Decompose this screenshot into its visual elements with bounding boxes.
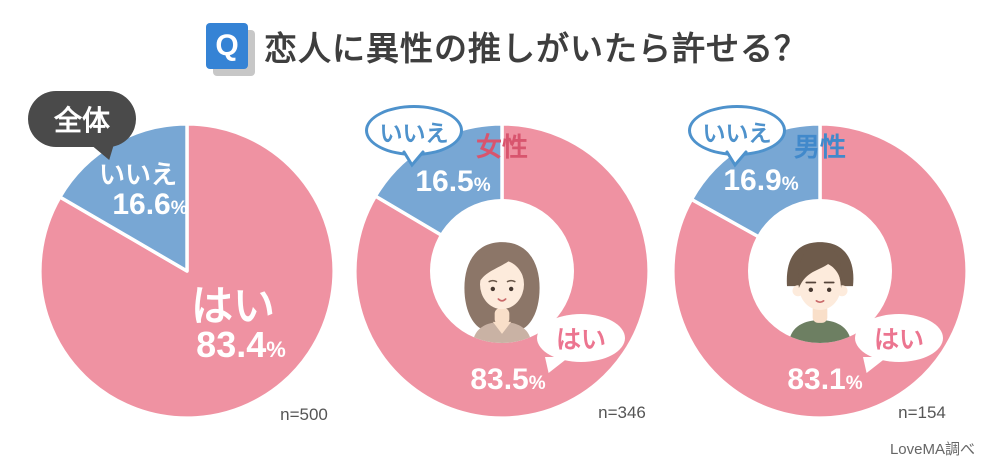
sample-size-label: n=346 bbox=[598, 403, 646, 422]
header: Q 恋人に異性の推しがいたら許せる？ bbox=[206, 22, 808, 70]
bubble-tail bbox=[402, 150, 425, 168]
sample-size-label: n=500 bbox=[280, 405, 328, 424]
yes-bubble: はい bbox=[537, 314, 625, 373]
no-bubble-label: いいえ bbox=[379, 119, 449, 146]
donut-hole bbox=[430, 199, 574, 343]
center-label-female: 女性 bbox=[475, 132, 528, 162]
slice-percent-no: 16.9% bbox=[723, 164, 799, 197]
page-title: 恋人に異性の推しがいたら許せる？ bbox=[264, 30, 808, 67]
woman-avatar-icon bbox=[464, 242, 540, 343]
no-bubble: いいえ bbox=[688, 105, 786, 168]
no-bubble-label: いいえ bbox=[702, 119, 772, 146]
donut-chart-male: 男性 いいえ 16.9% はい 83.1% n=154 bbox=[668, 105, 972, 423]
bubble-tail bbox=[725, 150, 748, 168]
slice-percent-no: 16.5% bbox=[415, 165, 491, 198]
yes-bubble-label: はい bbox=[873, 326, 924, 354]
man-avatar-icon bbox=[786, 242, 854, 343]
slice-label-yes: はい bbox=[190, 282, 276, 330]
no-bubble: いいえ bbox=[365, 105, 463, 168]
slice-percent-no: 16.6% bbox=[112, 188, 188, 221]
donut-chart-female: 女性 いいえ 16.5% はい 83.5% n=346 bbox=[350, 105, 654, 423]
donut-hole bbox=[748, 199, 892, 343]
slice-percent-yes: 83.5% bbox=[470, 363, 546, 396]
slice-percent-yes: 83.1% bbox=[787, 363, 863, 396]
pie-overall-svg bbox=[38, 122, 336, 420]
question-badge-icon: Q bbox=[206, 23, 248, 69]
slice-label-no: いいえ bbox=[98, 159, 178, 190]
group-label-bubble: 全体 bbox=[28, 91, 136, 160]
sample-size-label: n=154 bbox=[898, 403, 946, 422]
center-label-male: 男性 bbox=[793, 132, 846, 162]
yes-bubble: はい bbox=[855, 314, 943, 373]
pie-chart-overall: 全体 いいえ 16.6% はい 83.4% n=500 bbox=[28, 91, 339, 424]
slice-percent-yes: 83.4% bbox=[196, 324, 286, 365]
yes-bubble-label: はい bbox=[555, 326, 606, 354]
source-credit: LoveMA調べ bbox=[889, 441, 975, 458]
group-label: 全体 bbox=[53, 105, 110, 136]
